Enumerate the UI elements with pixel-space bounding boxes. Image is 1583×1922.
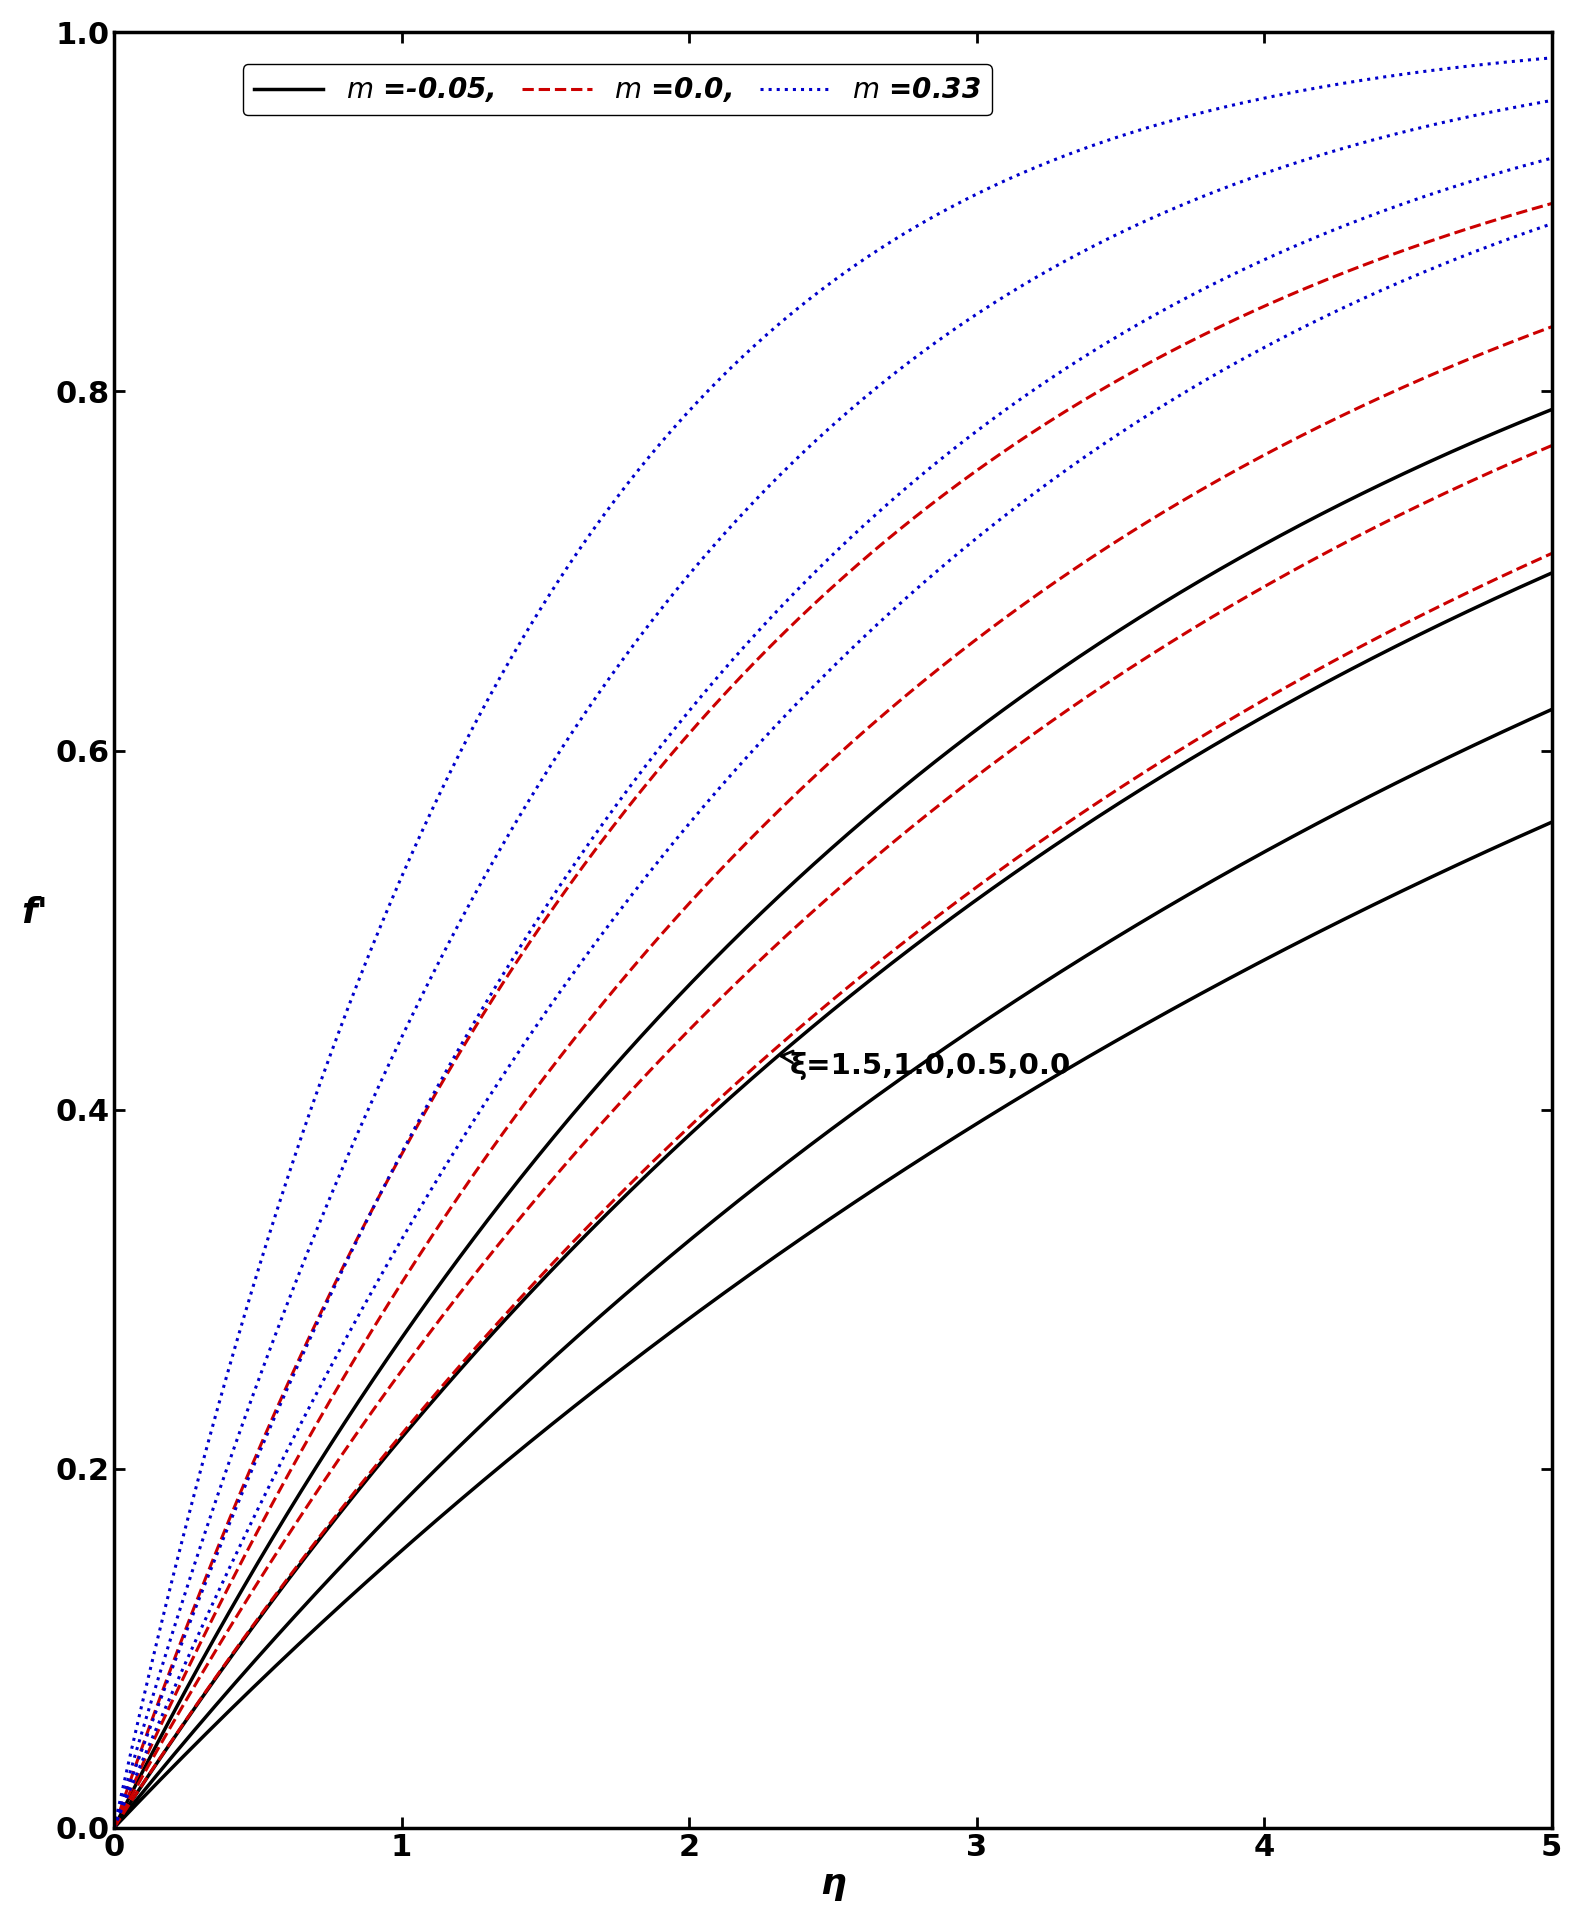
X-axis label: η: η [820,1866,845,1901]
Legend: $m$ =-0.05,, $m$ =0.0,, $m$ =0.33: $m$ =-0.05,, $m$ =0.0,, $m$ =0.33 [242,63,991,115]
Text: ξ=1.5,1.0,0.5,0.0: ξ=1.5,1.0,0.5,0.0 [780,1051,1072,1080]
Y-axis label: f': f' [21,896,47,930]
